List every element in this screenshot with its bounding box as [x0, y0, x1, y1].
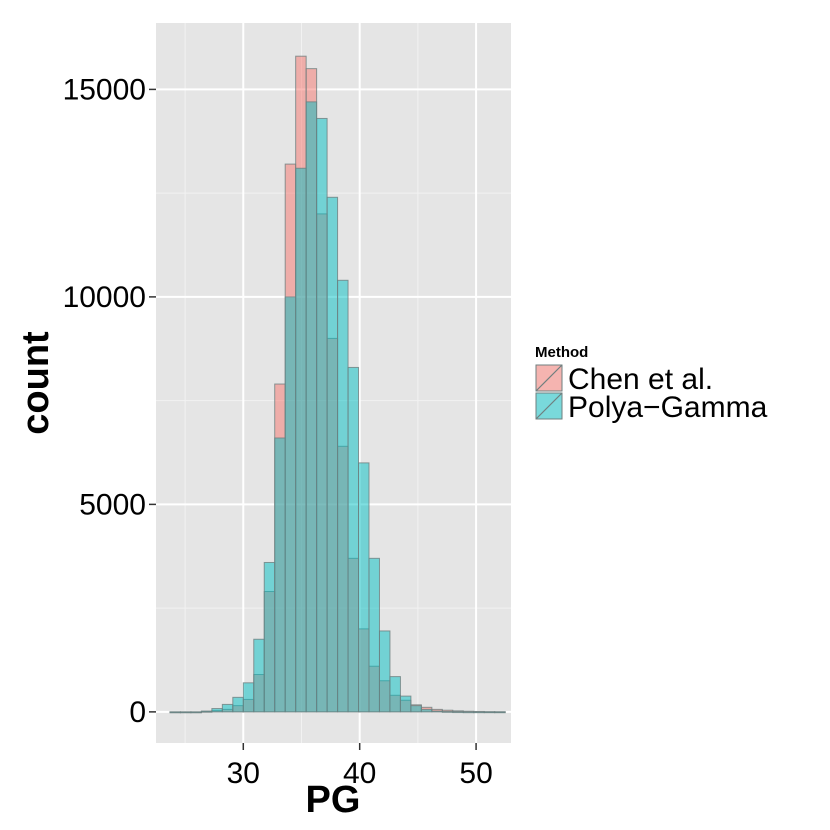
- histogram-bar-polya-gamma: [274, 437, 286, 713]
- y-tick-label: 15000: [63, 73, 146, 106]
- legend-swatch-slash: [535, 364, 563, 392]
- legend-items: Chen et al.Polya−Gamma: [534, 363, 768, 424]
- legend-title: Method: [535, 344, 588, 361]
- histogram-bar-polya-gamma: [232, 696, 244, 713]
- histogram-bar-polya-gamma: [473, 711, 485, 714]
- histogram-bar-polya-gamma: [242, 682, 255, 713]
- histogram-bar-polya-gamma: [221, 703, 234, 713]
- histogram-bar-polya-gamma: [431, 710, 443, 713]
- histogram-bar-polya-gamma: [389, 676, 401, 713]
- histogram-bar-polya-gamma: [347, 366, 360, 713]
- histogram-bar-polya-gamma: [368, 557, 380, 713]
- histogram-bar-polya-gamma: [284, 296, 297, 713]
- legend: Method Chen et al.Polya−Gamma: [534, 344, 768, 424]
- histogram-bar-polya-gamma: [200, 710, 213, 713]
- y-tick-label: 5000: [79, 488, 146, 521]
- legend-label: Chen et al.: [568, 363, 713, 396]
- histogram-bar-polya-gamma: [179, 711, 192, 714]
- histogram-bar-polya-gamma: [337, 279, 349, 713]
- tick-labels: 30 40 50 0 5000 10000 15000: [63, 73, 493, 790]
- histogram-bar-polya-gamma: [494, 711, 506, 714]
- y-tick-label: 0: [129, 696, 146, 729]
- x-tick-label: 30: [227, 757, 260, 790]
- histogram-bar-polya-gamma: [295, 167, 307, 713]
- histogram-bar-polya-gamma: [378, 630, 391, 713]
- histogram-bar-polya-gamma: [253, 638, 265, 713]
- y-axis-title: count: [15, 331, 57, 435]
- histogram-bar-polya-gamma: [441, 711, 454, 713]
- histogram-bar-polya-gamma: [263, 561, 276, 713]
- legend-swatch-slash: [535, 392, 563, 420]
- histogram-bars: [169, 55, 506, 714]
- axis-ticks: [149, 88, 477, 750]
- x-tick-label: 50: [459, 757, 492, 790]
- histogram-bar-polya-gamma: [462, 711, 475, 714]
- histogram-bar-polya-gamma: [211, 708, 223, 713]
- histogram-bar-polya-gamma: [358, 462, 370, 713]
- x-axis-title: PG: [306, 779, 361, 821]
- x-tick-label: 40: [343, 757, 376, 790]
- y-tick-label: 10000: [63, 281, 146, 314]
- histogram-bar-polya-gamma: [190, 711, 202, 714]
- histogram-bar-polya-gamma: [452, 711, 464, 714]
- histogram-bar-polya-gamma: [410, 705, 422, 713]
- histogram-bar-polya-gamma: [420, 708, 433, 713]
- legend-label: Polya−Gamma: [568, 391, 768, 424]
- histogram-bar-polya-gamma: [169, 711, 181, 714]
- histogram-bar-polya-gamma: [305, 101, 318, 713]
- histogram-bar-polya-gamma: [399, 695, 412, 713]
- histogram-bar-polya-gamma: [483, 711, 496, 714]
- histogram-bar-polya-gamma: [316, 117, 328, 713]
- histogram-bar-polya-gamma: [326, 196, 339, 713]
